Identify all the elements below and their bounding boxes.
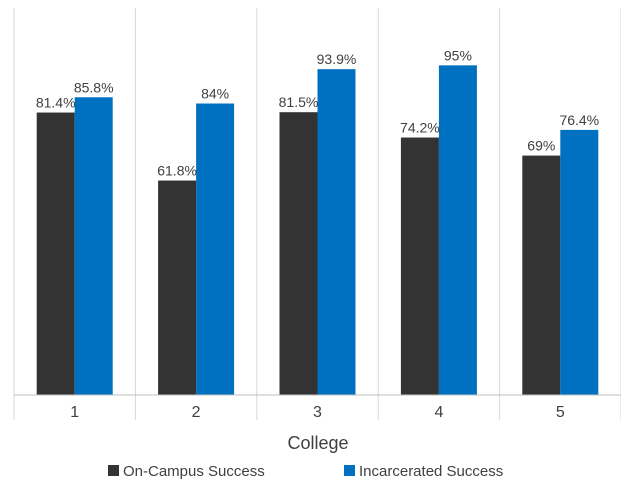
data-label: 61.8% <box>157 163 197 179</box>
x-tick-labels: 1 2 3 4 5 <box>70 404 565 421</box>
bar-incarcerated-4 <box>438 65 477 395</box>
data-label: 81.4% <box>36 95 76 111</box>
data-labels: 81.4%85.8% 61.8% 84% 81.5% 93.9% 74.2% 95% 69%7… <box>36 47 599 178</box>
bar-incarcerated-3 <box>317 69 356 396</box>
bar-on-campus-2 <box>158 180 197 395</box>
data-label: 93.9% <box>317 51 357 67</box>
data-label: 95% <box>444 47 472 63</box>
data-label: 84% <box>201 86 229 102</box>
bar-incarcerated-2 <box>196 103 235 396</box>
legend-label: Incarcerated Success <box>359 463 503 480</box>
legend-swatch <box>344 465 355 476</box>
data-label: 76.4% <box>559 112 599 128</box>
legend: On-Campus Success Incarcerated Success <box>108 463 503 480</box>
x-tick-label: 5 <box>556 404 565 421</box>
bar-incarcerated-1 <box>74 97 113 396</box>
data-label: 81.5% <box>279 94 319 110</box>
bar-on-campus-3 <box>279 112 318 395</box>
data-label: 85.8% <box>74 79 114 95</box>
x-tick-label: 2 <box>192 404 201 421</box>
legend-swatch <box>108 465 119 476</box>
x-tick-label: 1 <box>70 404 79 421</box>
x-axis-label: College <box>287 433 348 453</box>
category-separators <box>13 8 621 420</box>
bar-on-campus-1 <box>36 112 75 396</box>
data-label: 69% <box>527 138 555 154</box>
x-tick-label: 4 <box>434 404 443 421</box>
data-label: 74.2% <box>400 120 440 136</box>
bar-on-campus-4 <box>400 137 439 395</box>
legend-label: On-Campus Success <box>123 463 265 480</box>
bar-incarcerated-5 <box>560 129 599 395</box>
bar-on-campus-5 <box>522 155 561 395</box>
bars <box>36 65 599 396</box>
x-tick-label: 3 <box>313 404 322 421</box>
